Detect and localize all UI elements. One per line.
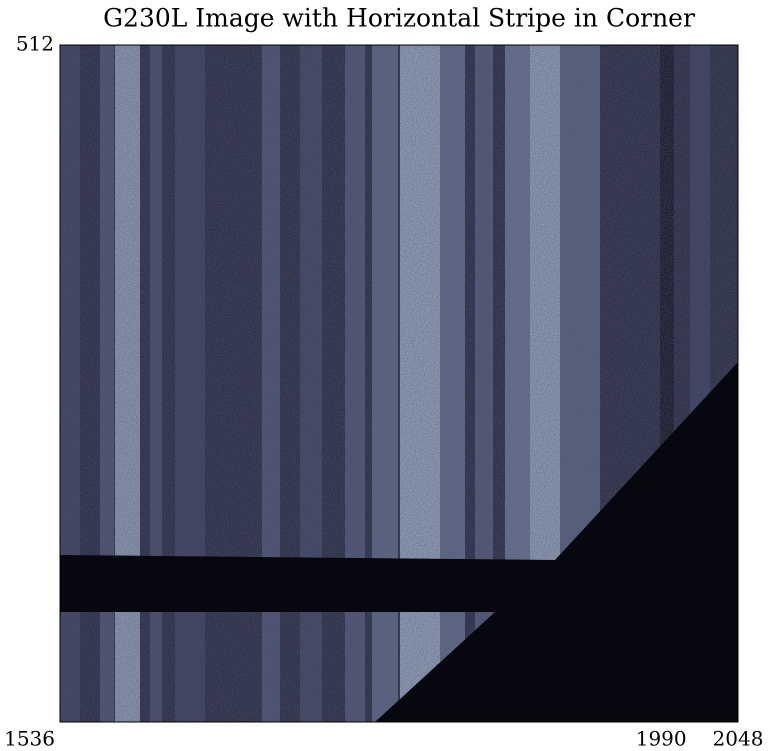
x-tick-label: 2048 <box>713 727 764 751</box>
chart-title: G230L Image with Horizontal Stripe in Co… <box>103 4 695 33</box>
x-tick-label: 1536 <box>4 727 55 751</box>
chart: G230L Image with Horizontal Stripe in Co… <box>0 0 768 751</box>
y-tick-label: 512 <box>16 32 54 56</box>
detector-image <box>60 45 738 722</box>
x-tick-label: 1990 <box>636 727 687 751</box>
